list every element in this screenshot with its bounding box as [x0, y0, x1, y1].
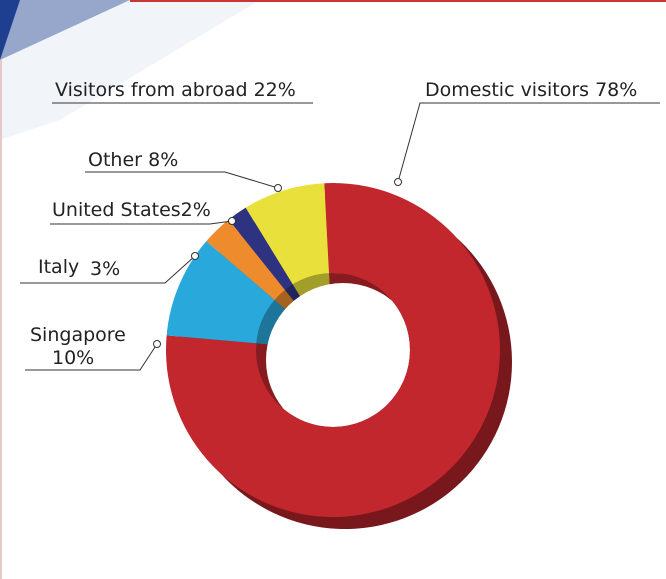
leader-line — [20, 255, 196, 284]
value-label: 8% — [148, 149, 178, 171]
slice — [245, 183, 329, 285]
decor-swoosh — [0, 0, 260, 140]
leader-dot — [274, 184, 282, 192]
slice — [166, 183, 500, 518]
leader-dot — [191, 252, 199, 260]
category-label: Domestic visitors — [425, 79, 589, 101]
slice — [206, 219, 285, 300]
donut-inner-wall — [256, 273, 410, 427]
leader-dot — [394, 178, 402, 186]
value-label: 78% — [595, 79, 637, 101]
leader-line — [85, 171, 279, 189]
slice — [228, 207, 293, 290]
leader-line — [50, 220, 233, 225]
category-label: Other — [88, 149, 142, 171]
category-label: United States — [52, 199, 181, 221]
labels: Visitors from abroad 22% Domestic visitor… — [20, 79, 660, 371]
category-label: Singapore — [30, 324, 126, 346]
donut — [166, 183, 513, 530]
annotation: Visitors from abroad 22% — [55, 79, 296, 101]
leader-line — [397, 102, 660, 183]
slice — [166, 241, 275, 344]
value-label: 2% — [181, 199, 211, 221]
value-label: 3% — [90, 258, 120, 280]
leader-line — [25, 343, 158, 371]
hole — [266, 283, 410, 427]
value-label: 10% — [52, 347, 94, 369]
leader-dot — [228, 217, 236, 225]
category-label: Italy — [38, 256, 79, 278]
leader-dot — [153, 340, 161, 348]
